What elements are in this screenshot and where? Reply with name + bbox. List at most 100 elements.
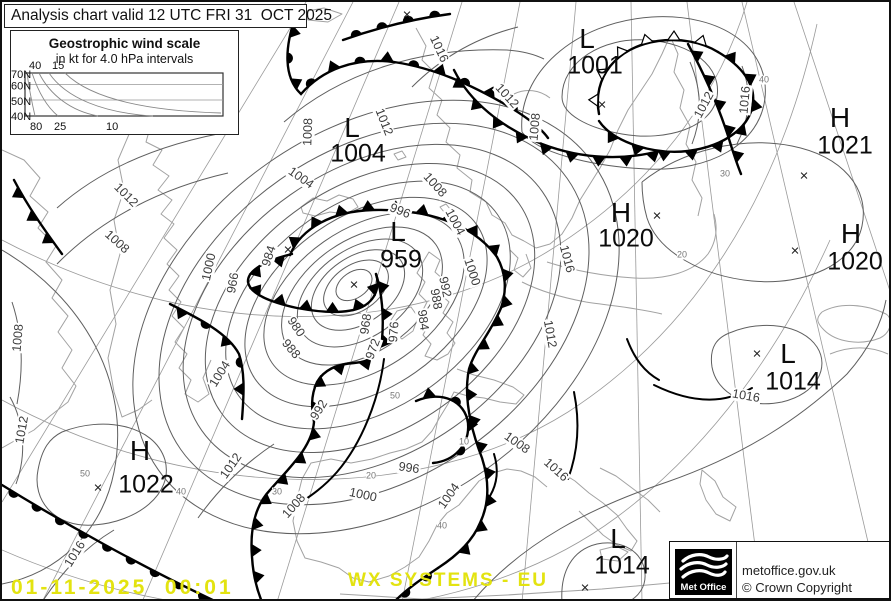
isobar-value-label: 988 bbox=[427, 286, 445, 312]
warm-front-semicircle bbox=[459, 77, 471, 86]
front-cross-mark: × bbox=[283, 241, 293, 259]
isobar bbox=[283, 49, 545, 123]
isobar-ring bbox=[132, 99, 620, 535]
cold-front-triangle bbox=[470, 97, 484, 111]
longitude-label: 50 bbox=[79, 468, 91, 479]
cold-front-triangle bbox=[690, 50, 704, 64]
isobar bbox=[56, 130, 235, 209]
isobar-value-label: 968 bbox=[357, 311, 375, 337]
isobar-value-label: 984 bbox=[414, 307, 432, 333]
isobar-value-label: 1004 bbox=[285, 164, 317, 192]
scale-top-40: 40 bbox=[29, 60, 41, 72]
cold-front-triangle bbox=[308, 427, 322, 441]
cold-front-triangle bbox=[734, 123, 747, 136]
longitude-label: 40 bbox=[436, 520, 448, 531]
isobar-value-label: 966 bbox=[224, 270, 242, 296]
occluded-front bbox=[168, 302, 245, 421]
cold-front-triangle bbox=[26, 208, 40, 221]
isobar-value-label: 984 bbox=[258, 243, 279, 269]
pressure-centre-cross: × bbox=[752, 345, 762, 363]
wind-scale-diagram: 70N 60N 50N 40N 40 15 80 25 10 bbox=[11, 60, 224, 133]
isobar-value-label: 1008 bbox=[101, 227, 133, 257]
cold-front-triangle bbox=[465, 224, 478, 238]
low-pressure-letter: L bbox=[579, 23, 595, 54]
cold-front-triangle bbox=[311, 216, 324, 230]
cold-front-triangle bbox=[325, 301, 340, 313]
isobar-value-label: 992 bbox=[307, 396, 331, 424]
isobar-value-label: 1004 bbox=[206, 358, 234, 390]
warm-front-semicircle bbox=[421, 572, 432, 582]
cold-front-triangle bbox=[293, 451, 307, 464]
cold-front-triangle bbox=[361, 200, 376, 212]
pressure-centre-cross: × bbox=[580, 579, 590, 597]
crown-copyright: © Crown Copyright bbox=[742, 580, 853, 595]
cold-front bbox=[436, 306, 503, 570]
isobar bbox=[411, 26, 519, 88]
coastline bbox=[301, 7, 343, 23]
isobar-ring bbox=[158, 122, 590, 506]
watermark-system-label: WX SYSTEMS - EU bbox=[348, 570, 548, 591]
coastline bbox=[513, 90, 551, 99]
isobar-value-label: 976 bbox=[386, 320, 402, 344]
open-triangle-symbol bbox=[616, 46, 629, 60]
isobar-value-label: 1012 bbox=[12, 414, 32, 446]
warm-front-semicircle bbox=[354, 56, 366, 64]
cold-front-triangle bbox=[289, 78, 303, 91]
longitude-label: 20 bbox=[365, 470, 377, 481]
cold-front-triangle bbox=[743, 73, 757, 86]
warm-front bbox=[341, 12, 452, 42]
isobar-ring bbox=[323, 259, 389, 317]
cold-front-triangle bbox=[475, 519, 488, 533]
cold-front-triangle bbox=[422, 387, 437, 399]
cold-front-triangle bbox=[334, 204, 349, 217]
cold-front-triangle bbox=[713, 99, 727, 113]
isobar-value-label: 1016 bbox=[730, 386, 762, 406]
warm-front-semicircle bbox=[125, 556, 137, 565]
pressure-centre-cross: × bbox=[652, 207, 662, 225]
isobar bbox=[36, 423, 167, 526]
cold-front-triangle bbox=[702, 74, 716, 88]
graticule-line bbox=[2, 239, 831, 599]
cold-front-triangle bbox=[723, 51, 736, 65]
isobar-value-label: 1016 bbox=[427, 32, 452, 66]
met-office-logo-text: Met Office bbox=[680, 582, 727, 593]
isobar-value-label: 972 bbox=[362, 336, 383, 362]
low-pressure-letter: L bbox=[390, 216, 406, 247]
isobar-ring bbox=[244, 196, 488, 408]
warm-front-semicircle bbox=[408, 60, 420, 68]
warm-front-semicircle bbox=[200, 320, 211, 329]
cold-front-triangle bbox=[379, 51, 395, 63]
pressure-value: 1014 bbox=[594, 551, 650, 580]
cold-front-triangle bbox=[466, 360, 480, 375]
pressure-value: 1020 bbox=[827, 247, 883, 276]
cold-front-triangle bbox=[176, 306, 190, 320]
isobar-value-label: 1012 bbox=[540, 318, 560, 350]
isobar bbox=[561, 542, 646, 599]
trough-line bbox=[489, 453, 498, 497]
pressure-value: 1022 bbox=[118, 470, 174, 499]
pressure-centre-cross: × bbox=[349, 276, 359, 294]
cold-front-triangle bbox=[352, 298, 366, 312]
cold-front-triangle bbox=[467, 417, 479, 433]
warm-front-semicircle bbox=[149, 569, 161, 578]
longitude-label: 40 bbox=[758, 74, 770, 85]
cold-front-triangle bbox=[275, 472, 289, 485]
front-cross-mark: × bbox=[402, 6, 412, 24]
coastline bbox=[509, 249, 532, 278]
pressure-value: 1021 bbox=[817, 131, 873, 160]
cold-front-triangle bbox=[432, 63, 447, 77]
warm-front-semicircle bbox=[376, 22, 388, 30]
warm-front-semicircle bbox=[456, 445, 466, 456]
isobar bbox=[473, 299, 887, 599]
cold-front-triangle bbox=[710, 139, 724, 153]
pressure-value: 959 bbox=[380, 245, 422, 274]
isobar-value-label: 1016 bbox=[736, 84, 753, 116]
high-pressure-letter: H bbox=[129, 435, 151, 466]
cold-front-triangle bbox=[731, 149, 745, 164]
cold-front-triangle bbox=[41, 231, 55, 244]
isobar-value-label: 1008 bbox=[526, 111, 543, 143]
chart-title: Analysis chart valid 12 UTC FRI 31 OCT 2… bbox=[11, 7, 333, 24]
cold-front-triangle bbox=[272, 293, 286, 307]
